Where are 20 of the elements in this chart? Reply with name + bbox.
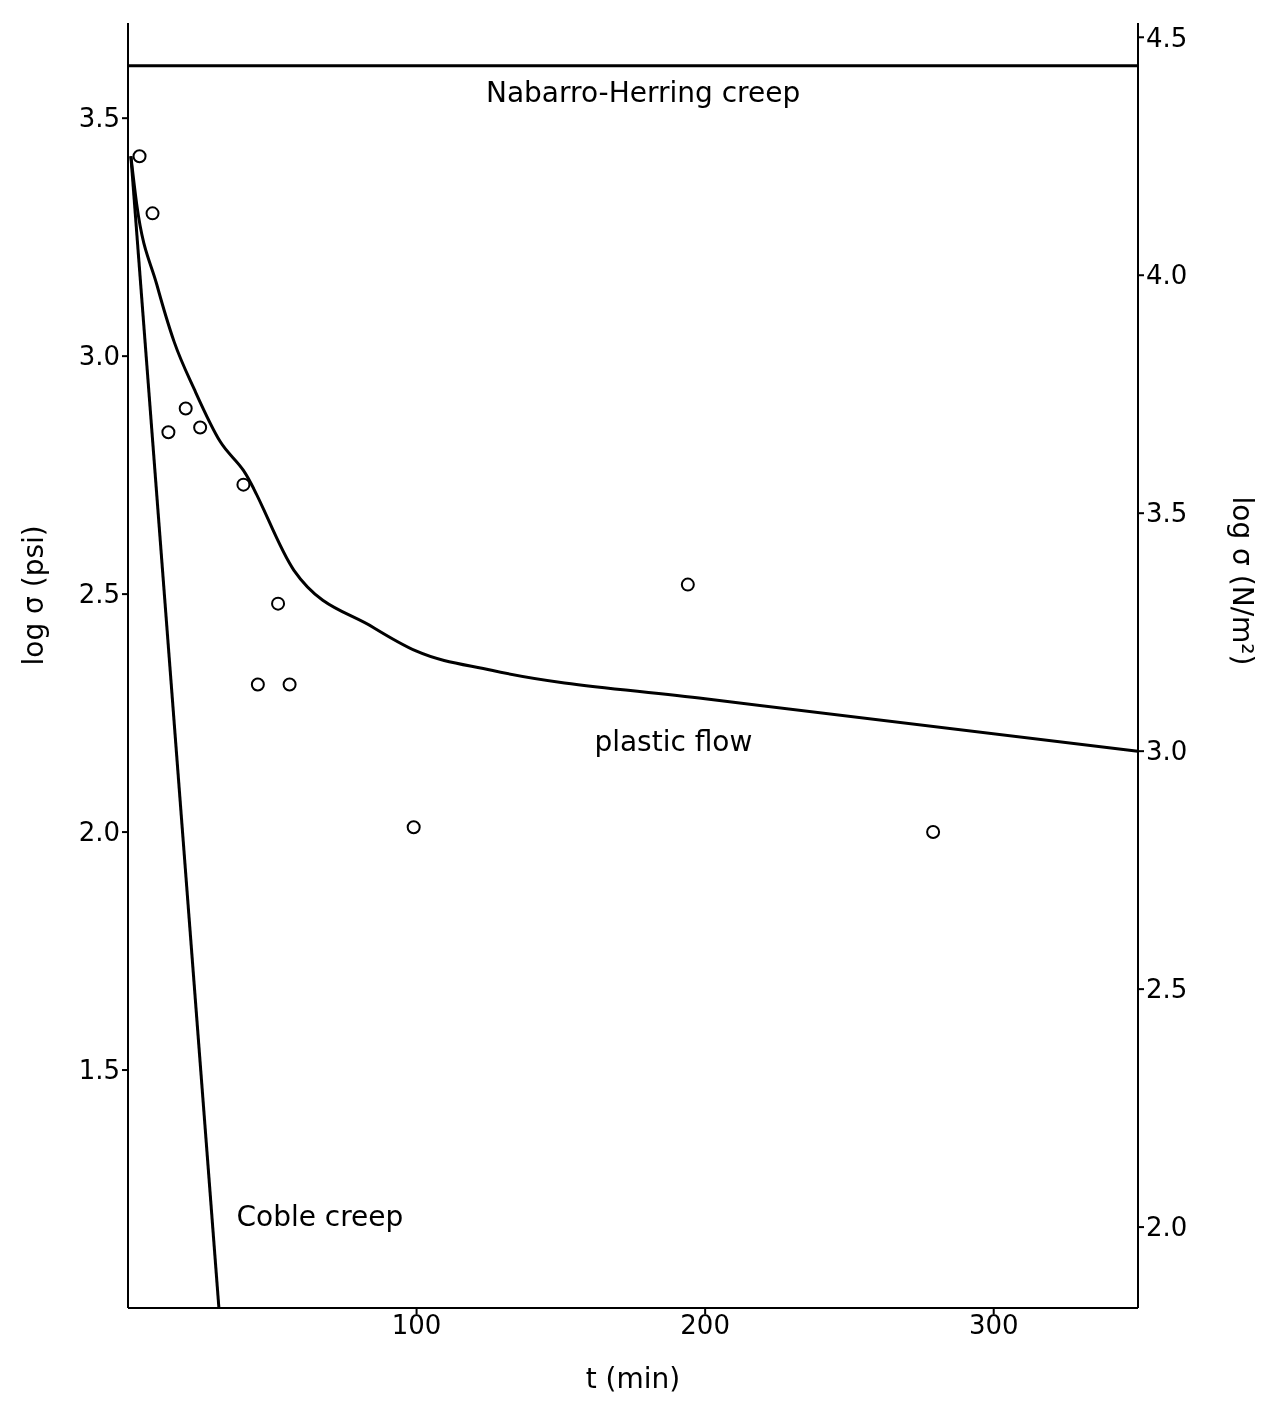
y-tick-label: 1.5: [78, 1055, 120, 1086]
y-tick-label: 3.0: [78, 341, 120, 372]
y-tick-label: 2.5: [78, 579, 120, 610]
y2-tick-label: 3.0: [1146, 736, 1188, 767]
x-tick-label: 200: [680, 1310, 730, 1341]
x-tick-label: 100: [391, 1310, 442, 1341]
y2-tick-label: 2.0: [1146, 1212, 1188, 1243]
y-axis-title: log σ (psi): [16, 525, 50, 666]
y-tick-label: 2.0: [78, 817, 120, 848]
y-tick-label: 3.5: [78, 103, 120, 134]
x-axis-title: t (min): [585, 1362, 681, 1395]
y2-tick-label: 3.5: [1146, 498, 1188, 529]
series-label: Nabarro-Herring creep: [485, 75, 801, 109]
y2-tick-label: 2.5: [1146, 974, 1188, 1005]
y2-tick-label: 4.0: [1146, 260, 1188, 291]
y2-axis-title: log σ (N/m²): [1226, 496, 1260, 666]
y2-tick-label: 4.5: [1146, 22, 1188, 53]
series-label: plastic flow: [594, 724, 753, 758]
x-tick-label: 300: [968, 1310, 1019, 1341]
series-label: Coble creep: [236, 1200, 404, 1234]
